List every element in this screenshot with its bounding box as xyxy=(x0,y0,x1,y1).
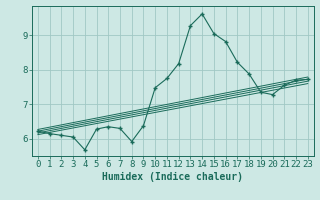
X-axis label: Humidex (Indice chaleur): Humidex (Indice chaleur) xyxy=(102,172,243,182)
